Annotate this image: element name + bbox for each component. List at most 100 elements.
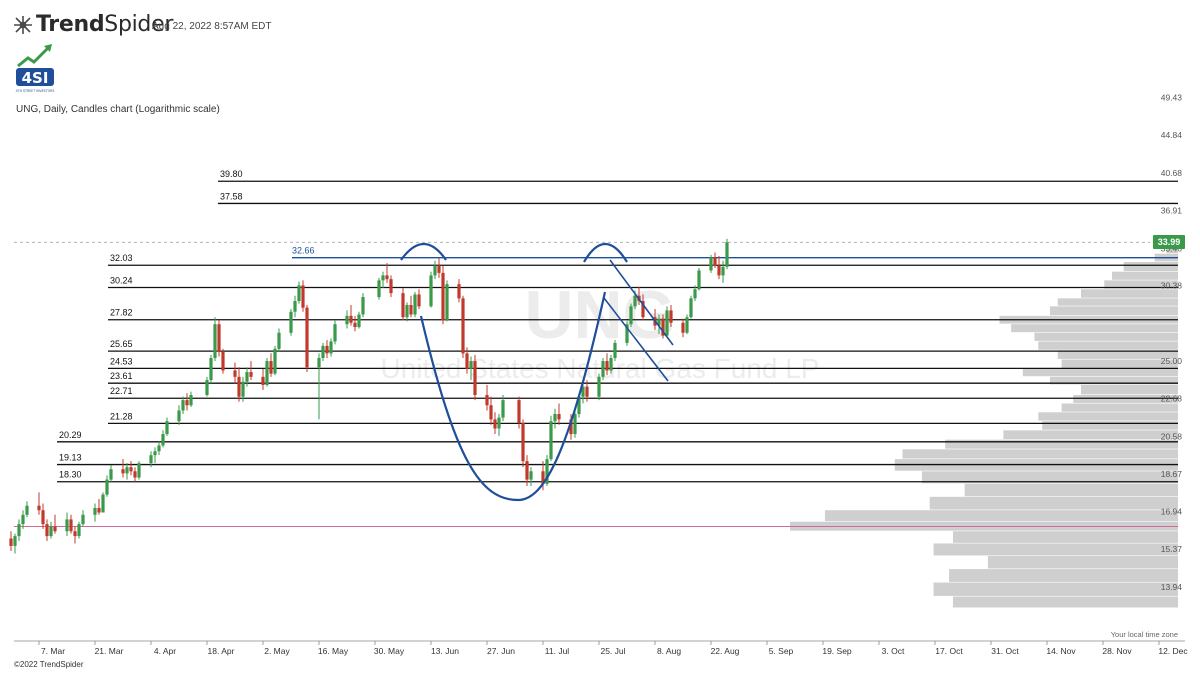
candle-body — [521, 423, 525, 462]
candle-body — [161, 434, 165, 446]
candle-body — [333, 324, 337, 342]
volume-profile-bar — [987, 556, 1178, 569]
candle-body — [237, 376, 241, 397]
candle-body — [525, 461, 529, 480]
volume-profile-bar — [921, 471, 1178, 484]
candle-body — [429, 275, 433, 307]
y-tick-label: 18.67 — [1161, 469, 1183, 479]
volume-profile-bar — [1061, 359, 1178, 369]
candle-body — [269, 361, 273, 374]
candle-body — [77, 524, 81, 537]
x-tick-label: 16. May — [318, 646, 349, 656]
candle-body — [709, 257, 713, 271]
level-label: 32.03 — [110, 253, 133, 263]
volume-profile-bar — [1022, 368, 1178, 377]
candle-body — [517, 400, 521, 424]
candle-body — [381, 275, 385, 281]
candle-body — [353, 322, 357, 328]
candle-body — [625, 324, 629, 343]
level-label: 23.61 — [110, 371, 133, 381]
x-tick-label: 5. Sep — [769, 646, 794, 656]
top-arc-left — [400, 243, 447, 261]
candle-body — [93, 507, 97, 515]
y-tick-label: 40.68 — [1161, 168, 1183, 178]
level-label: 22.71 — [110, 386, 133, 396]
candle-body — [325, 345, 329, 354]
y-tick-label: 44.84 — [1161, 130, 1183, 140]
candle-body — [137, 463, 141, 478]
candle-body — [357, 314, 361, 328]
x-tick-label: 30. May — [374, 646, 405, 656]
candle-body — [245, 372, 249, 382]
candle-body — [581, 386, 585, 397]
volume-profile-bar — [1049, 376, 1178, 385]
volume-profile-bar — [1057, 298, 1178, 306]
candle-body — [181, 400, 185, 411]
symbol-description: UNG, Daily, Candles chart (Logarithmic s… — [16, 104, 220, 115]
candle-body — [445, 284, 449, 321]
candle-body — [629, 306, 633, 325]
candle-body — [125, 467, 129, 474]
cup-curve — [419, 291, 607, 502]
candle-body — [249, 372, 253, 377]
candle-body — [641, 301, 645, 318]
y-tick-label: 22.68 — [1161, 394, 1183, 404]
candle-body — [41, 510, 45, 525]
candle-body — [277, 332, 281, 349]
level-label: 27.82 — [110, 308, 133, 318]
candle-body — [553, 414, 557, 422]
candle-body — [669, 310, 673, 323]
y-tick-label: 15.37 — [1161, 544, 1183, 554]
candle-body — [605, 361, 609, 371]
volume-profile-bar — [945, 439, 1178, 449]
candle-body — [153, 451, 157, 456]
candle-body — [109, 469, 113, 480]
x-tick-label: 17. Oct — [935, 646, 963, 656]
volume-profile-bar — [1011, 324, 1178, 333]
candle-body — [177, 410, 181, 422]
level-label: 19.13 — [59, 453, 82, 463]
candle-body — [557, 414, 561, 420]
level-label: 21.28 — [110, 411, 133, 421]
volume-profile-bar — [1112, 271, 1178, 280]
candle-body — [601, 361, 605, 377]
y-tick-label: 20.58 — [1161, 431, 1183, 441]
candle-body — [189, 394, 193, 406]
level-label: 39.80 — [220, 169, 243, 179]
logo-text: 4SI — [22, 69, 49, 87]
y-tick-label: 16.94 — [1161, 507, 1183, 517]
candle-body — [413, 294, 417, 315]
y-tick-label: 49.43 — [1161, 92, 1183, 102]
volume-profile-bar — [1034, 332, 1178, 341]
brand-name: TrendSpider — [36, 12, 173, 37]
level-label: 30.24 — [110, 275, 133, 285]
candle-body — [165, 421, 169, 435]
volume-profile-bar — [902, 449, 1178, 459]
candle-body — [437, 265, 441, 273]
x-tick-label: 25. Jul — [600, 646, 625, 656]
logo-subtext: 4TH STREET INVESTORS — [16, 89, 55, 93]
candle-body — [101, 494, 105, 513]
timezone-note: Your local time zone — [1110, 630, 1178, 639]
level-label: 25.65 — [110, 339, 133, 349]
candle-body — [305, 307, 309, 368]
candle-body — [81, 514, 85, 525]
candle-body — [713, 257, 717, 266]
resistance-label: 32.66 — [292, 246, 315, 256]
timestamp: Aug 22, 2022 8:57AM EDT — [152, 21, 272, 32]
volume-profile-bar — [1123, 261, 1178, 272]
x-tick-label: 8. Aug — [657, 646, 681, 656]
candle-body — [97, 507, 101, 513]
volume-profile-bar — [1057, 350, 1178, 359]
volume-profile-bar — [933, 582, 1178, 596]
candle-body — [45, 524, 49, 537]
candle-body — [349, 315, 353, 323]
candle-body — [681, 322, 685, 333]
candle-body — [457, 284, 461, 299]
candle-body — [665, 310, 669, 336]
volume-profile-bar — [952, 531, 1178, 543]
x-tick-label: 13. Jun — [431, 646, 459, 656]
candle-body — [209, 357, 213, 381]
candle-body — [549, 421, 553, 460]
last-price-badge: 33.99 — [1153, 235, 1185, 250]
